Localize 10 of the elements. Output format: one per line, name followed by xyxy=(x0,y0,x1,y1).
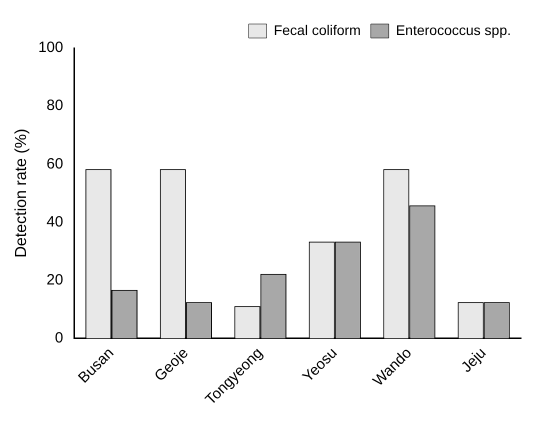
x-tick-label: Jeju xyxy=(458,344,490,376)
y-tick-label: 100 xyxy=(38,39,64,56)
y-axis-title: Detection rate (%) xyxy=(13,128,30,258)
y-tick-label: 40 xyxy=(46,213,64,230)
y-tick-label: 20 xyxy=(46,271,64,288)
y-tick-label: 80 xyxy=(46,97,64,114)
y-tick-label: 60 xyxy=(46,155,64,172)
legend-label: Fecal coliform xyxy=(274,22,361,38)
y-tick-label: 0 xyxy=(54,330,64,347)
legend-label: Enterococcus spp. xyxy=(396,22,511,38)
